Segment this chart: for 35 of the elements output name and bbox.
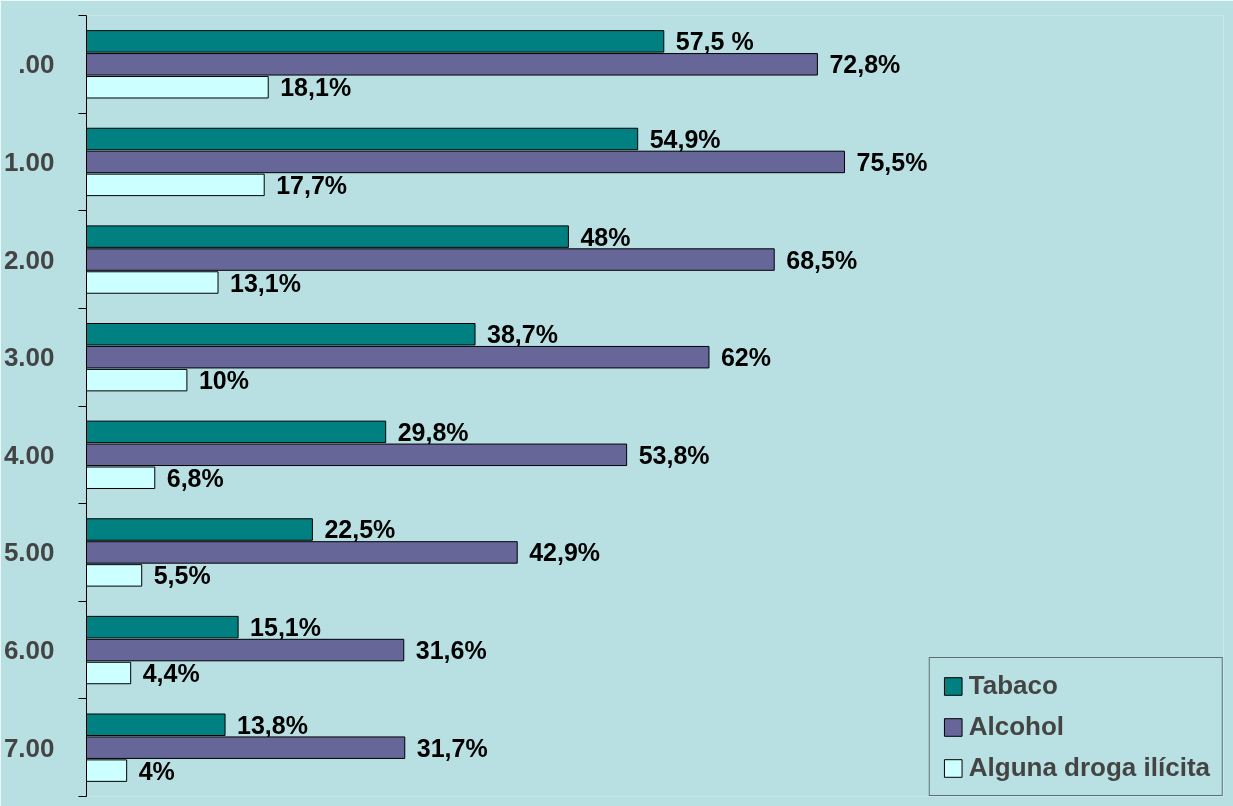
legend-label: Alguna droga ilícita [968,752,1210,783]
data-label: 42,9% [529,538,601,567]
data-label: 22,5% [324,515,396,544]
data-label: 54,9% [649,125,721,153]
data-label: 62% [720,343,772,372]
data-label: 57,5 % [675,27,754,56]
y-tick-label: .00 [18,49,55,80]
data-label: 72,8% [829,50,901,79]
data-label: 5,5% [153,561,211,590]
y-tick-label: 7.00 [3,732,55,763]
data-label: 15,1% [250,613,321,642]
y-tick-label: 3.00 [3,342,55,373]
data-label: 4% [138,756,175,785]
data-label: 13,8% [237,710,308,739]
data-label: 53,8% [638,440,710,469]
y-tick-label: 6.00 [3,635,55,666]
y-tick-label: 5.00 [3,537,55,568]
data-label: 18,1% [280,73,352,102]
data-label: 75,5% [856,147,928,176]
y-tick-label: 1.00 [3,146,55,177]
y-tick-label: 4.00 [3,439,55,470]
data-label: 6,8% [166,463,224,492]
data-label: 48% [580,222,631,251]
data-label: 4,4% [142,659,200,687]
data-label: 17,7% [276,170,348,199]
data-label: 68,5% [786,245,858,274]
data-label: 10% [198,366,249,395]
data-label: 31,7% [416,733,488,762]
data-label: 29,8% [397,417,469,446]
legend-label: Tabaco [968,670,1058,701]
legend-label: Alcohol [968,711,1065,742]
data-label: 13,1% [230,268,301,297]
data-label: 31,6% [415,636,487,665]
y-tick-label: 2.00 [3,244,55,275]
data-label: 38,7% [487,320,558,349]
